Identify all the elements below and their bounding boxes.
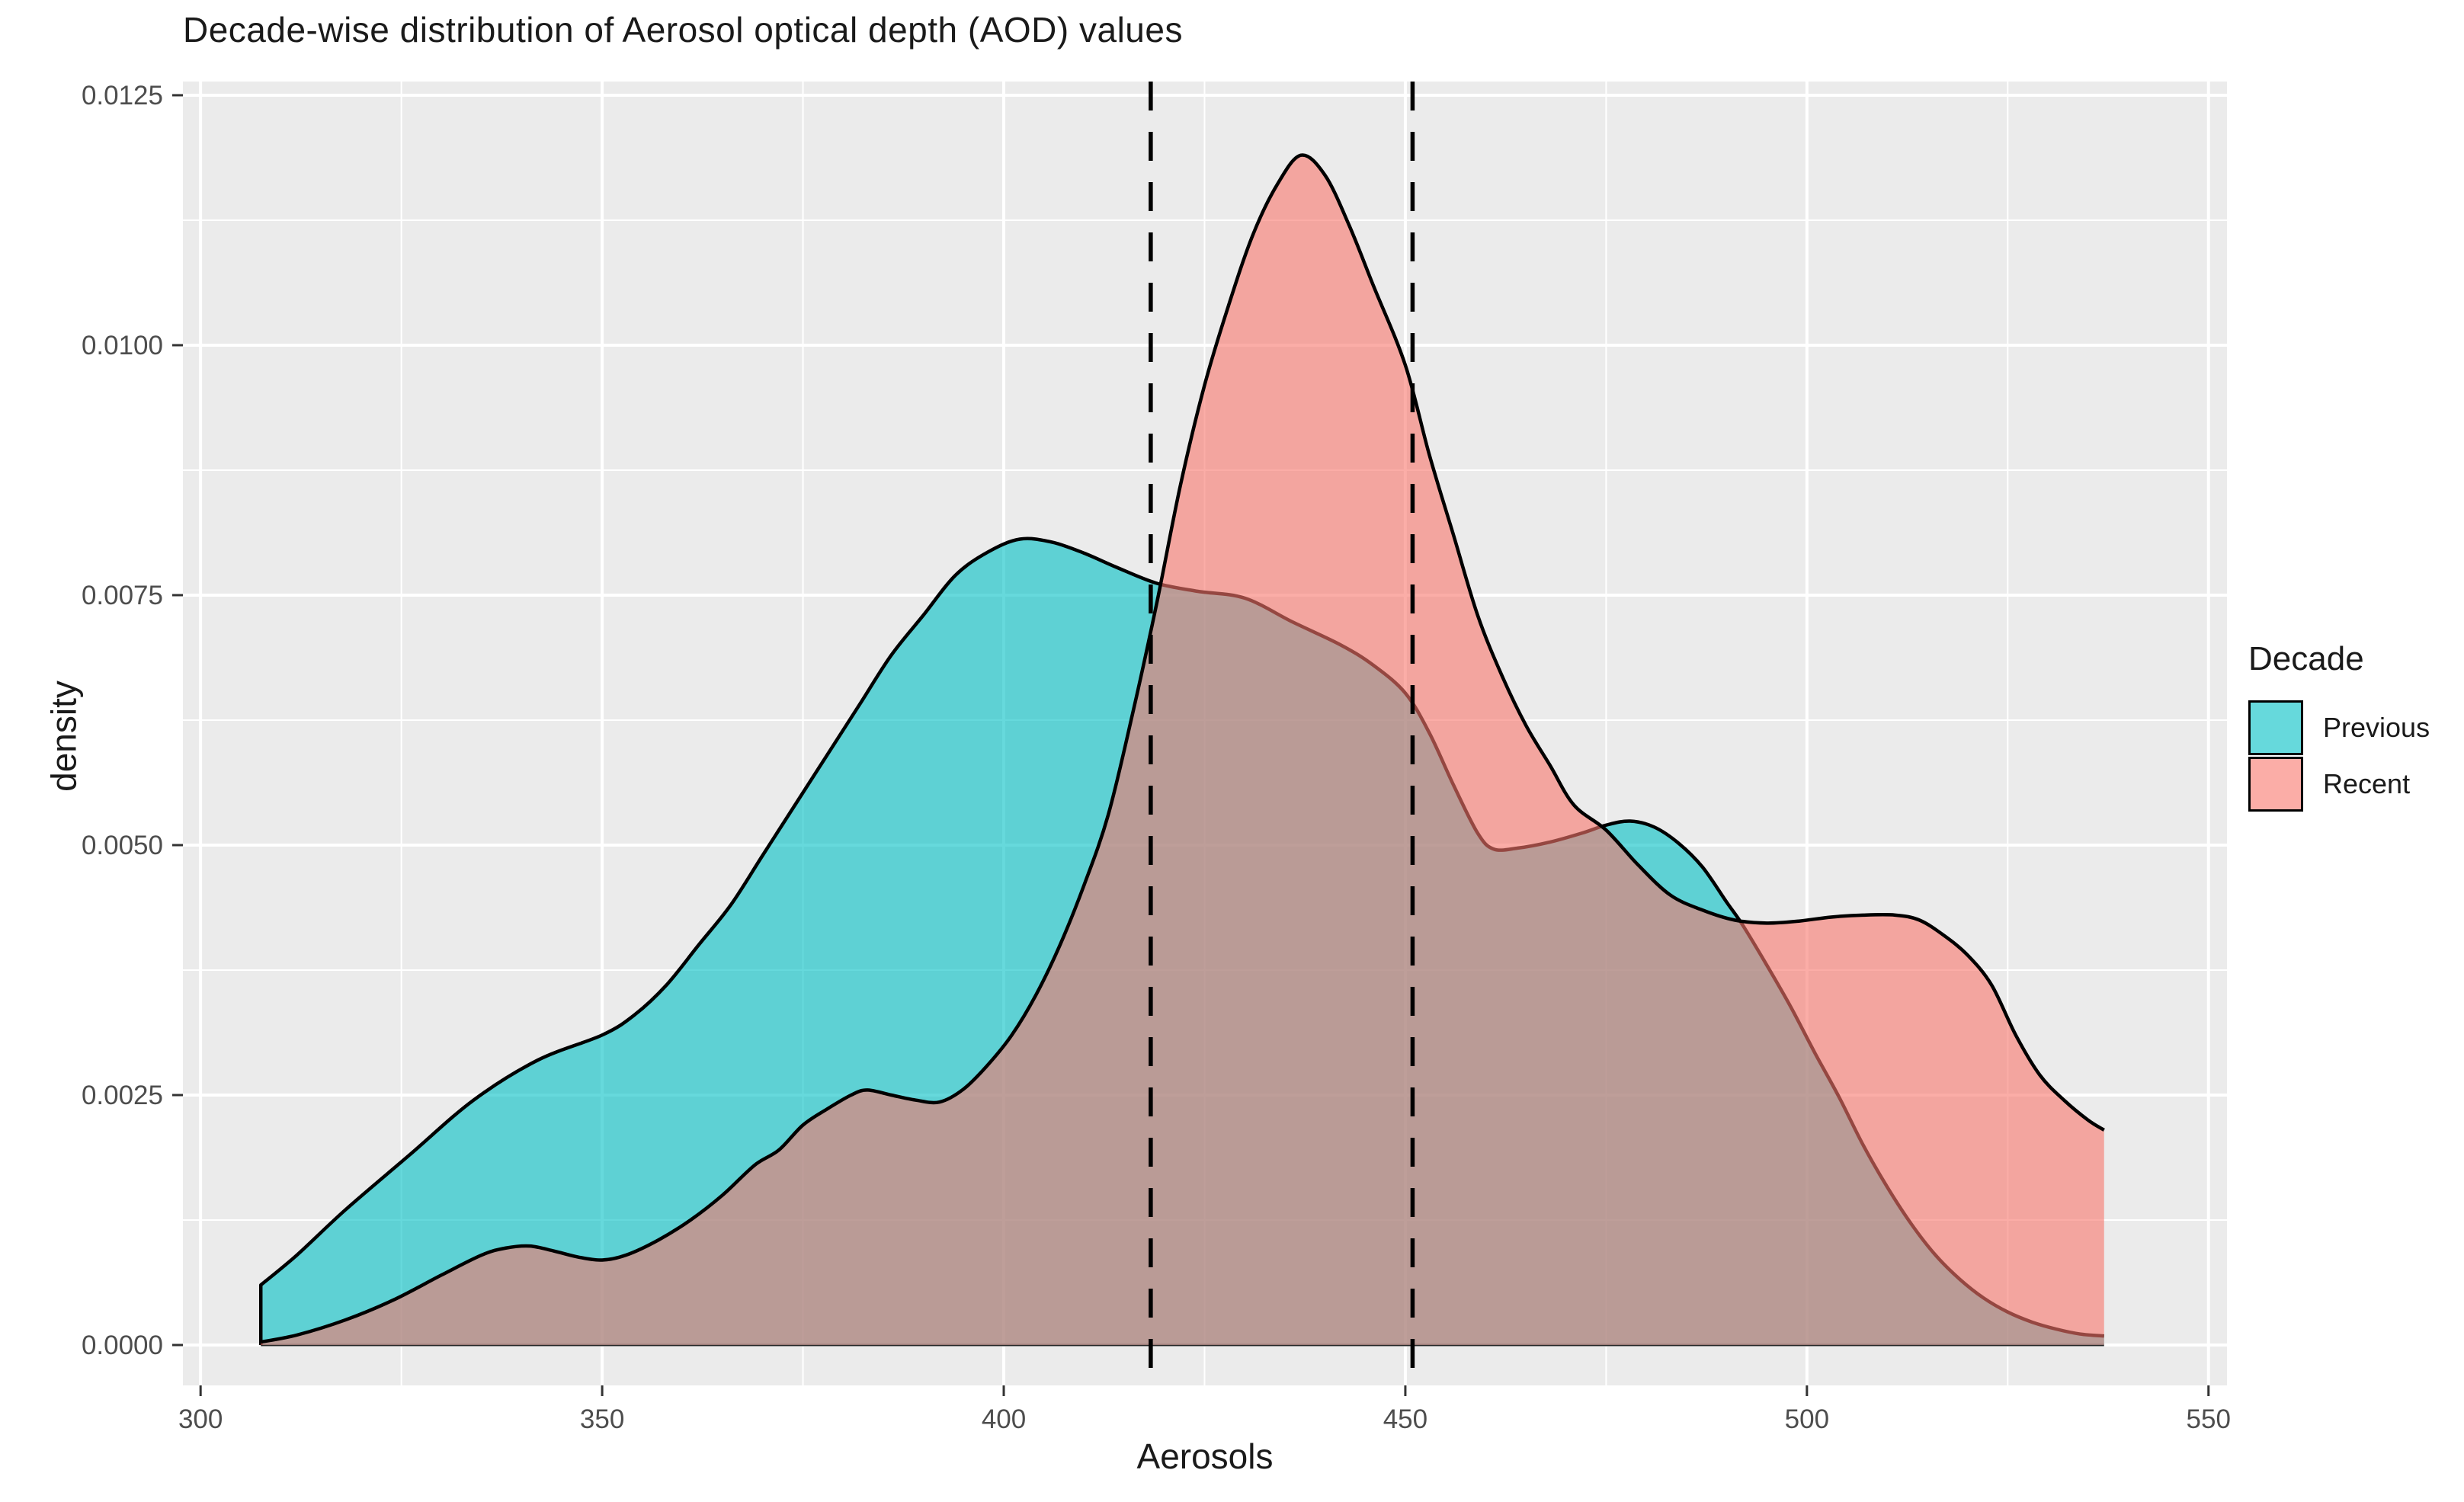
x-tick-label: 400 [982,1404,1026,1434]
x-tick-label: 350 [580,1404,624,1434]
y-axis-title: density [43,681,84,792]
x-tick-label: 500 [1785,1404,1829,1434]
density-area-recent [261,155,2104,1345]
legend-item-recent: Recent [2248,756,2464,812]
legend-label-previous: Previous [2323,712,2430,743]
x-tick-label: 550 [2187,1404,2231,1434]
y-tick-label: 0.0075 [82,581,163,610]
density-outline-recent [260,153,2105,1344]
legend-title: Decade [2248,640,2364,677]
y-tick-label: 0.0125 [82,81,163,110]
x-tick-label: 450 [1383,1404,1427,1434]
y-tick-label: 0.0050 [82,831,163,860]
chart-title: Decade-wise distribution of Aerosol opti… [183,10,1183,50]
legend-item-previous: Previous [2248,700,2464,756]
legend: Decade Previous Recent [2248,640,2464,812]
y-tick-label: 0.0000 [82,1331,163,1360]
x-axis-title: Aerosols [1136,1436,1274,1476]
y-tick-label: 0.0025 [82,1081,163,1110]
y-tick-label: 0.0100 [82,331,163,360]
legend-swatch-previous-icon [2248,700,2303,755]
legend-keys: Previous Recent [2248,700,2464,812]
x-tick-label: 300 [178,1404,223,1434]
legend-label-recent: Recent [2323,768,2411,799]
legend-swatch-recent-icon [2248,757,2303,812]
